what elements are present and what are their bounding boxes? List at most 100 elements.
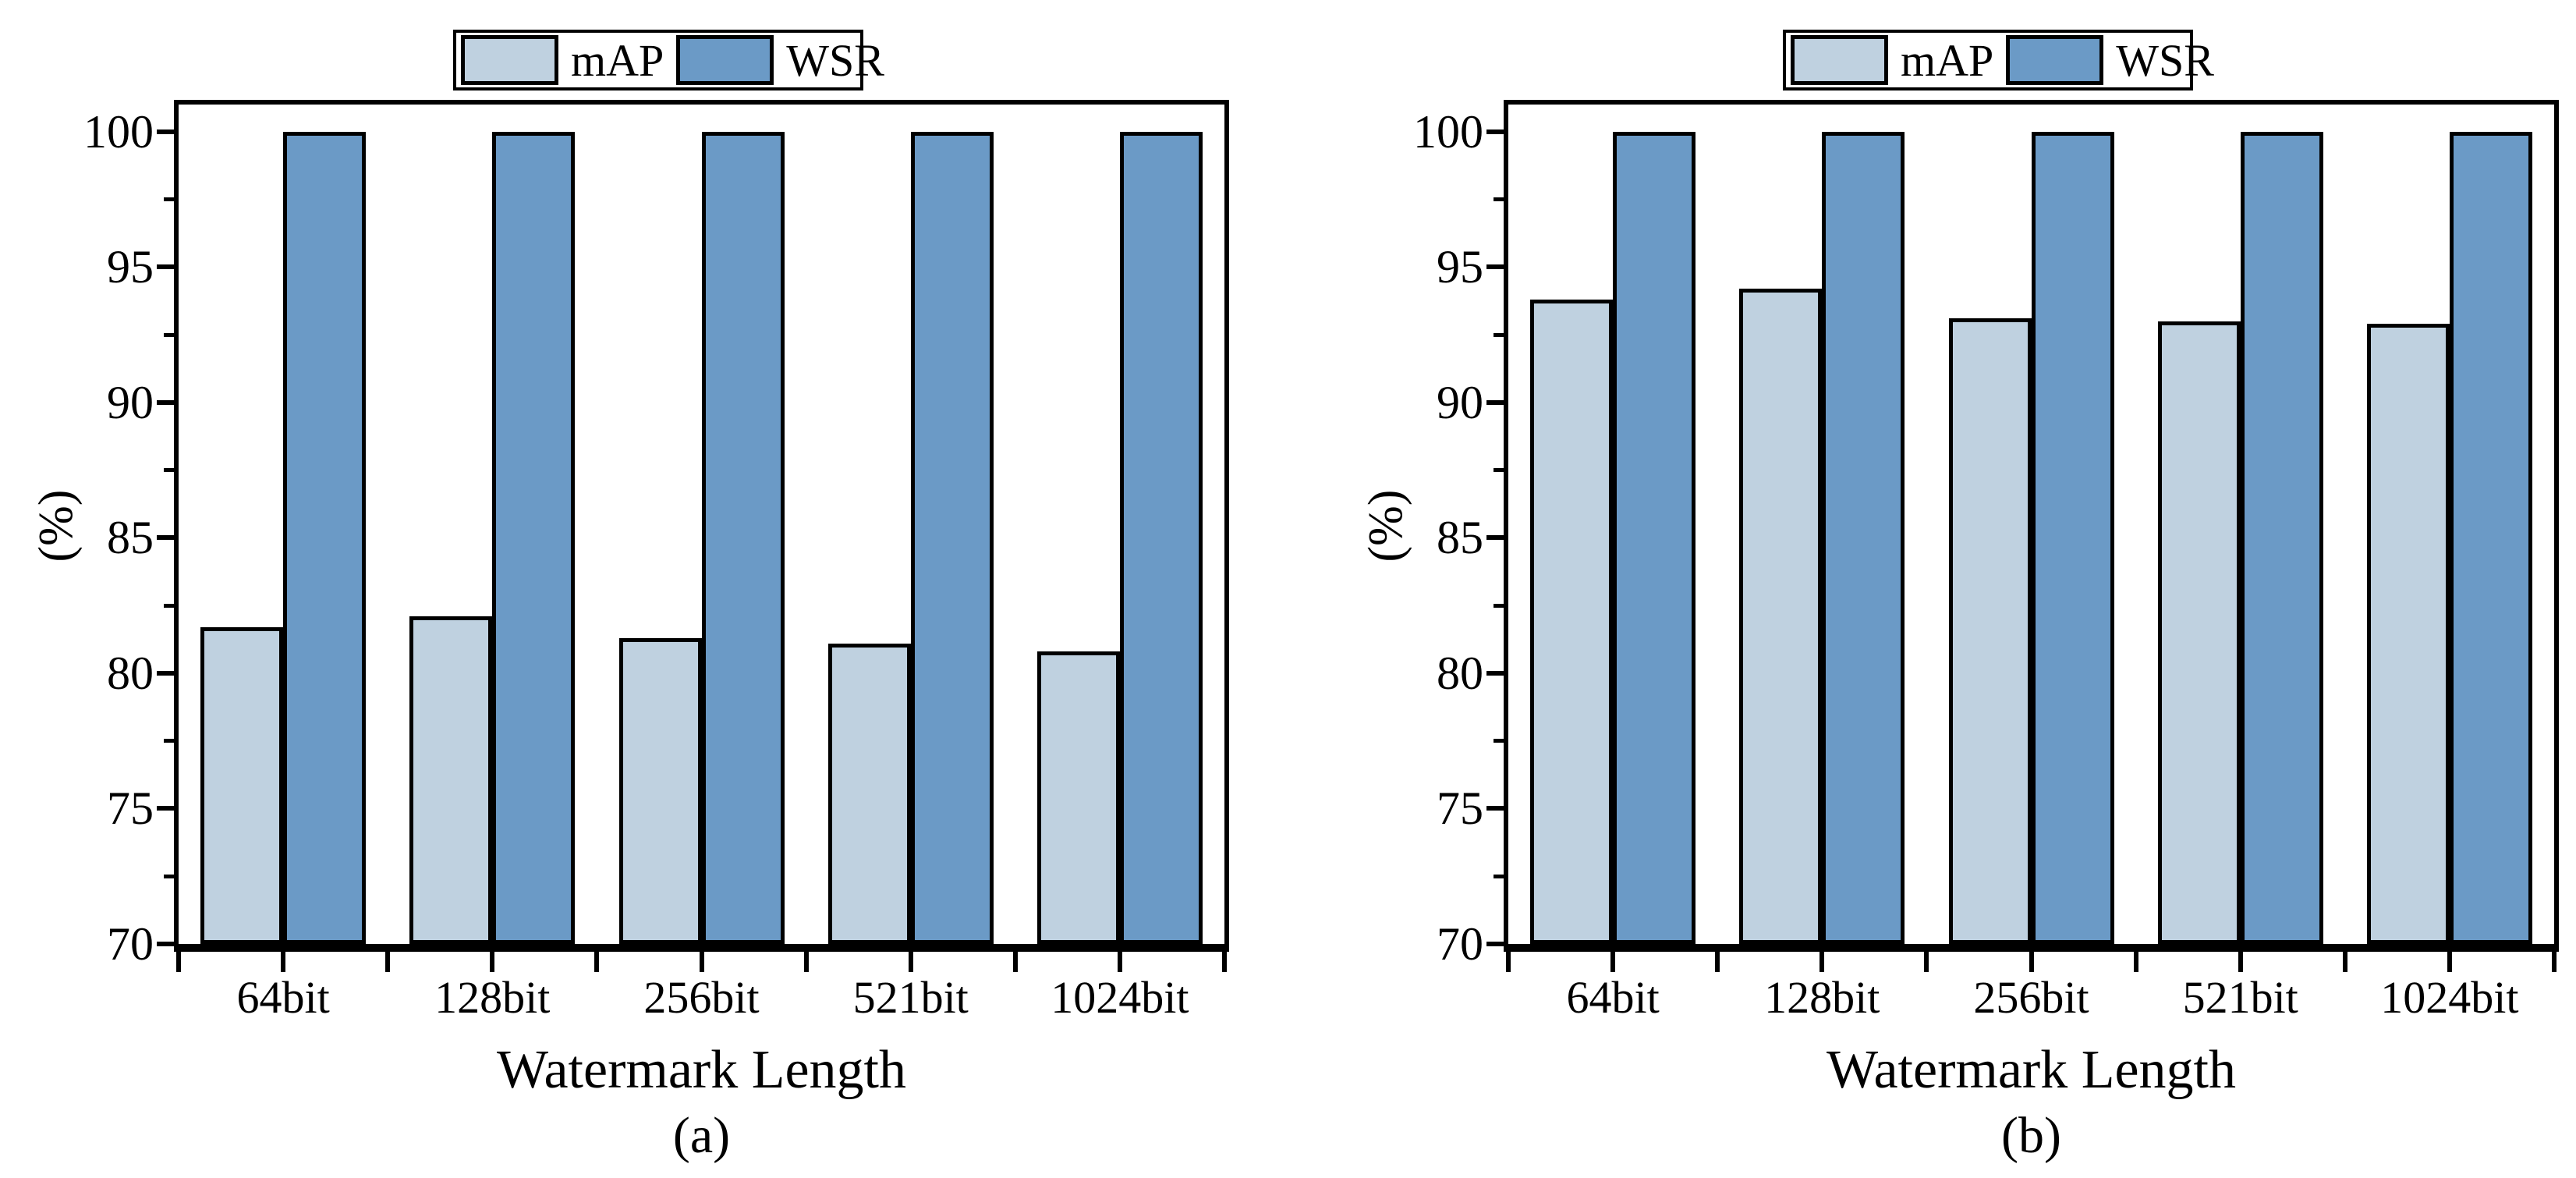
legend: mAP WSR [453, 30, 884, 90]
bar-WSR-128bit [492, 131, 576, 944]
y-major-tick-90 [157, 399, 174, 405]
x-category-label-128bit: 128bit [1764, 972, 1880, 1023]
y-tick-label-75: 75 [107, 782, 154, 835]
y-major-tick-85 [1486, 535, 1504, 541]
x-tick-1 [1610, 952, 1616, 972]
y-tick-label-95: 95 [107, 241, 154, 293]
x-tick-7 [2238, 952, 2243, 972]
y-minor-tick-72.5 [164, 874, 174, 878]
chart-panel-b: mAP WSR (%) Watermark Length (b) 70 75 80 85… [1330, 0, 2576, 1178]
bar-WSR-1024bit [2449, 131, 2532, 944]
y-minor-tick-72.5 [1494, 874, 1504, 878]
x-tick-2 [385, 952, 391, 972]
y-major-tick-85 [157, 535, 174, 541]
bar-mAP-64bit [1530, 299, 1614, 944]
bar-WSR-1024bit [1119, 131, 1203, 944]
y-tick-label-90: 90 [107, 376, 154, 428]
x-category-label-64bit: 64bit [236, 972, 330, 1023]
y-major-tick-95 [1486, 264, 1504, 270]
y-minor-tick-92.5 [1494, 332, 1504, 337]
y-major-tick-100 [157, 129, 174, 134]
x-category-label-64bit: 64bit [1566, 972, 1660, 1023]
x-tick-8 [2342, 952, 2347, 972]
bar-mAP-1024bit [2366, 324, 2450, 944]
legend-label-mAP: mAP [1901, 34, 1994, 86]
y-tick-label-80: 80 [1437, 647, 1483, 699]
legend-swatch-mAP [1791, 35, 1888, 85]
x-tick-1 [281, 952, 286, 972]
x-category-label-521bit: 521bit [852, 972, 969, 1023]
y-tick-label-100: 100 [1413, 105, 1483, 158]
y-major-tick-70 [157, 942, 174, 946]
x-tick-2 [1715, 952, 1720, 972]
bar-mAP-256bit [618, 637, 702, 944]
bar-mAP-128bit [409, 616, 493, 944]
y-minor-tick-97.5 [164, 197, 174, 201]
x-tick-9 [2447, 952, 2452, 972]
plot-area [1504, 100, 2559, 952]
y-tick-label-90: 90 [1437, 376, 1483, 428]
legend-swatch-mAP [461, 35, 558, 85]
x-axis-title: Watermark Length [1827, 1040, 2236, 1100]
y-minor-tick-77.5 [164, 739, 174, 743]
legend-label-WSR: WSR [2116, 34, 2214, 86]
y-minor-tick-97.5 [1494, 197, 1504, 201]
chart-panel-a: mAP WSR (%) Watermark Length (a) 70 75 80 85… [0, 0, 1248, 1178]
y-major-tick-95 [157, 264, 174, 270]
y-tick-label-70: 70 [107, 918, 154, 970]
x-tick-10 [1222, 952, 1227, 972]
x-tick-5 [699, 952, 704, 972]
legend: mAP WSR [1783, 30, 2214, 90]
x-tick-5 [2029, 952, 2034, 972]
y-tick-label-100: 100 [83, 105, 154, 158]
y-tick-label-80: 80 [107, 647, 154, 699]
x-category-label-256bit: 256bit [1973, 972, 2089, 1023]
panel-label: (b) [2001, 1107, 2061, 1164]
y-major-tick-100 [1486, 129, 1504, 134]
y-minor-tick-82.5 [164, 603, 174, 608]
x-category-label-1024bit: 1024bit [1051, 972, 1189, 1023]
y-major-tick-90 [1486, 399, 1504, 405]
y-minor-tick-77.5 [1494, 739, 1504, 743]
legend-swatch-WSR [676, 35, 774, 85]
x-tick-0 [176, 952, 181, 972]
x-tick-3 [1819, 952, 1825, 972]
legend-label-WSR: WSR [786, 34, 884, 86]
x-category-label-128bit: 128bit [434, 972, 551, 1023]
bar-mAP-256bit [1948, 318, 2032, 944]
y-tick-label-85: 85 [1437, 512, 1483, 564]
bar-mAP-521bit [827, 643, 911, 944]
x-tick-6 [803, 952, 809, 972]
bar-WSR-64bit [1613, 131, 1696, 944]
y-major-tick-80 [157, 670, 174, 676]
legend-swatch-WSR [2006, 35, 2104, 85]
x-category-label-256bit: 256bit [643, 972, 760, 1023]
x-category-label-521bit: 521bit [2182, 972, 2298, 1023]
x-tick-6 [2133, 952, 2138, 972]
bar-mAP-128bit [1739, 289, 1823, 944]
y-minor-tick-87.5 [1494, 468, 1504, 473]
x-tick-3 [490, 952, 495, 972]
y-tick-label-95: 95 [1437, 241, 1483, 293]
x-category-label-1024bit: 1024bit [2380, 972, 2519, 1023]
x-tick-4 [1924, 952, 1929, 972]
bar-mAP-1024bit [1036, 651, 1120, 944]
x-tick-10 [2552, 952, 2557, 972]
y-minor-tick-82.5 [1494, 603, 1504, 608]
bar-WSR-64bit [283, 131, 367, 944]
bar-WSR-256bit [701, 131, 785, 944]
plot-area [174, 100, 1229, 952]
y-major-tick-80 [1486, 670, 1504, 676]
x-tick-7 [908, 952, 913, 972]
y-major-tick-75 [1486, 806, 1504, 811]
panel-label: (a) [672, 1107, 731, 1164]
x-tick-0 [1506, 952, 1511, 972]
bar-mAP-64bit [200, 626, 284, 944]
legend-label-mAP: mAP [571, 34, 664, 86]
x-axis-title: Watermark Length [497, 1040, 906, 1100]
bar-WSR-128bit [1822, 131, 1905, 944]
y-major-tick-75 [157, 806, 174, 811]
y-major-tick-70 [1486, 942, 1504, 946]
x-tick-8 [1012, 952, 1018, 972]
